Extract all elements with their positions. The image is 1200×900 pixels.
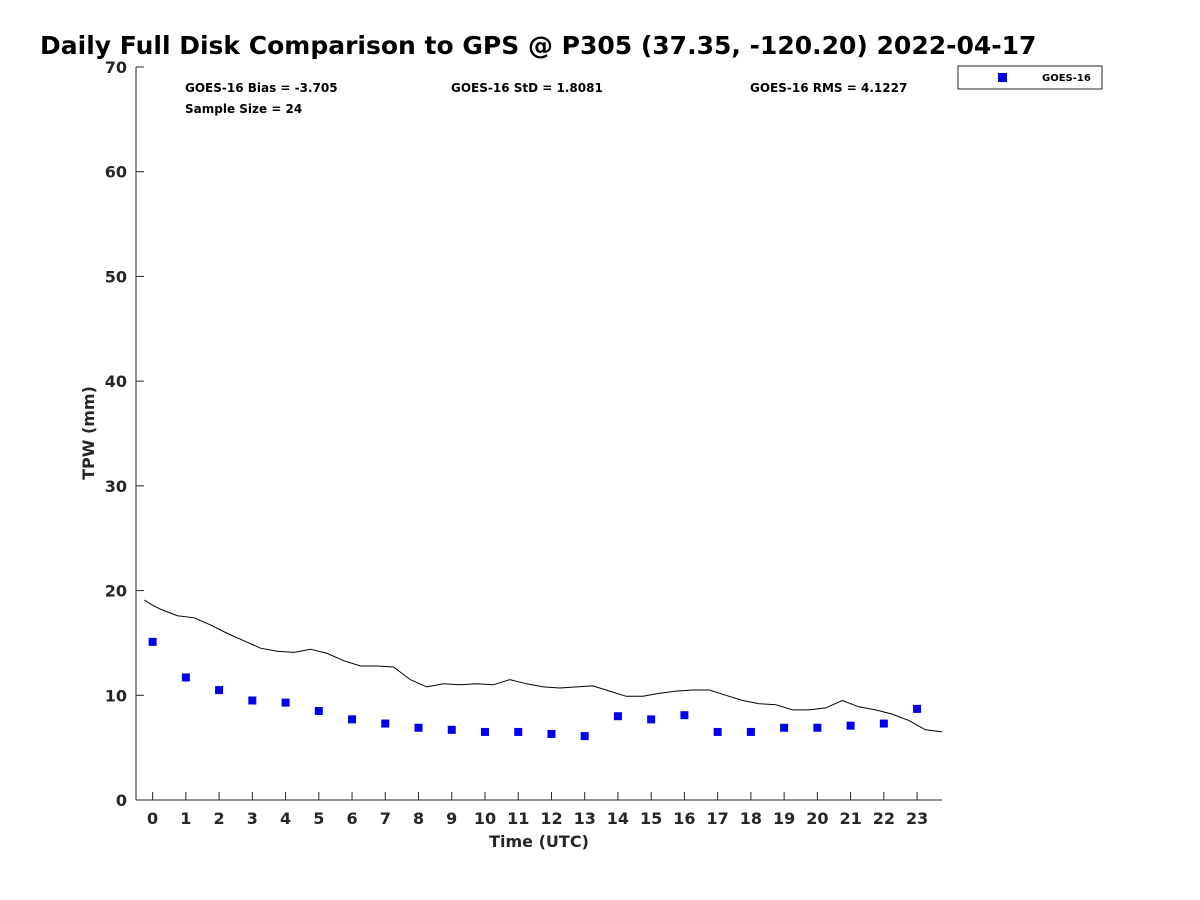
goes16-point	[580, 732, 589, 741]
goes16-point	[514, 727, 523, 736]
x-tick-label: 22	[873, 809, 895, 828]
goes16-point	[713, 727, 722, 736]
legend-box	[957, 65, 1103, 90]
rms-stat: GOES-16 RMS = 4.1227	[750, 81, 907, 95]
goes16-point	[647, 715, 656, 724]
y-tick-label: 40	[105, 372, 127, 391]
goes16-point	[181, 673, 190, 682]
goes16-point	[846, 721, 855, 730]
sample-size-stat: Sample Size = 24	[185, 102, 302, 116]
std-stat: GOES-16 StD = 1.8081	[451, 81, 603, 95]
y-tick-label: 30	[105, 477, 127, 496]
x-ticks: 0 1 2 3 4 5 6 7 8 9 10 11 12 13 14 15 16 17 18 19 20 21 22 23	[147, 792, 928, 828]
goes16-point	[215, 686, 224, 695]
goes16-point	[348, 715, 357, 724]
x-tick-label: 9	[446, 809, 457, 828]
x-tick-label: 1	[180, 809, 191, 828]
x-tick-label: 18	[740, 809, 762, 828]
goes16-point	[746, 727, 755, 736]
y-ticks: 0 10 20 30 40 50 60 70	[105, 58, 144, 810]
x-tick-label: 2	[214, 809, 225, 828]
x-tick-label: 7	[380, 809, 391, 828]
goes16-point	[480, 727, 489, 736]
goes16-point	[813, 723, 822, 732]
goes16-point	[780, 723, 789, 732]
gps-series	[144, 599, 943, 733]
y-tick-label: 0	[116, 791, 127, 810]
x-tick-label: 21	[839, 809, 861, 828]
y-tick-label: 50	[105, 267, 127, 286]
x-tick-label: 20	[806, 809, 828, 828]
x-tick-label: 6	[346, 809, 357, 828]
x-tick-label: 0	[147, 809, 158, 828]
x-tick-label: 13	[574, 809, 596, 828]
x-tick-label: 3	[247, 809, 258, 828]
goes16-point	[248, 696, 257, 705]
x-tick-label: 11	[507, 809, 529, 828]
goes16-point	[281, 698, 290, 707]
x-axis-label: Time (UTC)	[489, 832, 589, 851]
gps-line	[144, 599, 943, 733]
goes16-series	[148, 637, 922, 741]
goes16-point	[414, 723, 423, 732]
x-tick-label: 5	[313, 809, 324, 828]
goes16-point	[680, 711, 689, 720]
legend-label: GOES-16	[1042, 73, 1091, 84]
goes16-point	[314, 706, 323, 715]
chart-title: Daily Full Disk Comparison to GPS @ P305…	[40, 31, 1036, 60]
x-tick-label: 8	[413, 809, 424, 828]
x-tick-label: 4	[280, 809, 291, 828]
goes16-point	[447, 725, 456, 734]
x-tick-label: 17	[707, 809, 729, 828]
goes16-point	[381, 719, 390, 728]
y-axis-label: TPW (mm)	[79, 386, 98, 480]
legend-marker	[998, 73, 1007, 82]
x-tick-label: 10	[474, 809, 496, 828]
x-tick-label: 14	[607, 809, 629, 828]
legend: GOES-16	[957, 65, 1103, 90]
x-tick-label: 12	[540, 809, 562, 828]
y-tick-label: 60	[105, 163, 127, 182]
y-tick-label: 10	[105, 686, 127, 705]
bias-stat: GOES-16 Bias = -3.705	[185, 81, 338, 95]
y-tick-label: 70	[105, 58, 127, 77]
x-tick-label: 16	[673, 809, 695, 828]
goes16-point	[148, 637, 157, 646]
x-tick-label: 23	[906, 809, 928, 828]
y-tick-label: 20	[105, 582, 127, 601]
x-tick-label: 15	[640, 809, 662, 828]
goes16-point	[547, 730, 556, 739]
x-tick-label: 19	[773, 809, 795, 828]
goes16-point	[613, 712, 622, 721]
goes16-point	[879, 719, 888, 728]
goes16-point	[913, 704, 922, 713]
